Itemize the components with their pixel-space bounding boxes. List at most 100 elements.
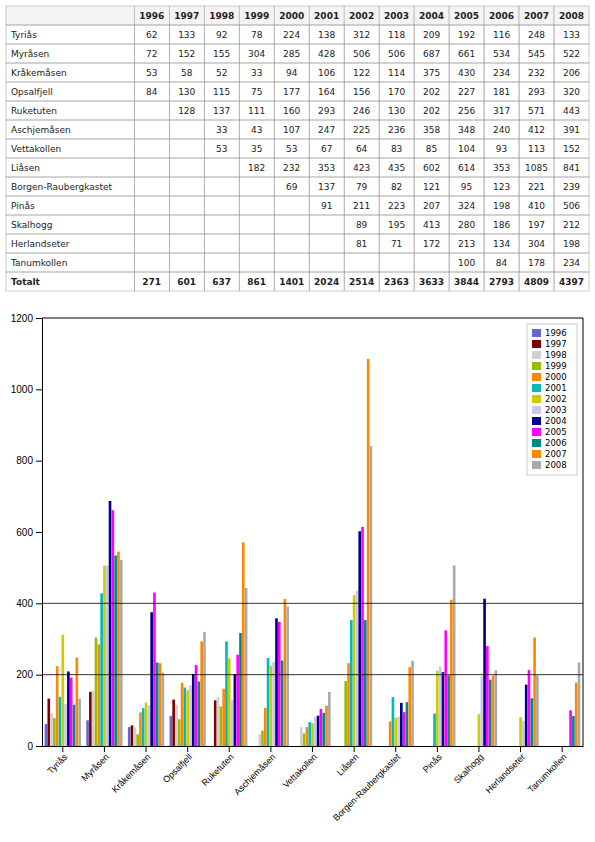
total-value: 2514	[349, 277, 374, 287]
x-tick-mark	[270, 746, 271, 752]
bar	[572, 716, 575, 746]
y-tick-mark	[36, 746, 42, 747]
cell-value: 53	[286, 144, 297, 154]
cell-value: 67	[321, 144, 332, 154]
bar-series	[73, 556, 575, 746]
bar	[430, 746, 433, 747]
x-tick-label: Tyriås	[45, 751, 69, 775]
table-cell	[169, 6, 204, 25]
table-cell	[6, 253, 134, 272]
total-value: 3844	[454, 277, 479, 287]
table-cell	[554, 253, 589, 272]
row-header: Opsalfjell	[11, 87, 53, 97]
bar	[153, 593, 156, 746]
table-cell	[309, 120, 344, 139]
table-cell	[134, 177, 169, 196]
column-header: 1997	[174, 11, 199, 21]
row-header: Borgen-Raubergkastet	[11, 182, 113, 192]
table-cell	[344, 234, 379, 253]
table-cell	[239, 177, 274, 196]
bar	[128, 727, 131, 746]
table-cell	[379, 139, 414, 158]
table-cell	[379, 101, 414, 120]
cell-value: 84	[496, 258, 508, 268]
row-header: Tanumkollen	[10, 258, 67, 268]
bar	[61, 635, 64, 746]
table-cell	[239, 158, 274, 177]
legend-label: 1997	[545, 339, 567, 349]
cell-value: 304	[248, 49, 265, 59]
legend-item: 2006	[532, 438, 567, 448]
bar	[428, 746, 431, 747]
table-cell	[379, 25, 414, 44]
table-cell	[134, 215, 169, 234]
y-tick-label: 1200	[11, 313, 34, 324]
cell-value: 232	[283, 163, 300, 173]
row-header: Tyriås	[10, 30, 37, 40]
cell-value: 81	[356, 239, 367, 249]
y-tick-mark	[36, 532, 42, 533]
bar	[533, 638, 536, 746]
x-tick: Skalhogg	[452, 746, 486, 785]
bar	[328, 692, 331, 746]
bar	[370, 446, 373, 746]
bar	[311, 723, 314, 746]
x-tick-mark	[229, 746, 230, 752]
table-cell	[134, 158, 169, 177]
x-tick-label: Liåsen	[335, 752, 361, 778]
cell-value: 211	[353, 201, 370, 211]
x-axis: TyriåsMyråsenKråkemåsenOpsalfjellRuketut…	[43, 746, 584, 823]
bar	[228, 658, 231, 746]
bar	[317, 716, 320, 746]
x-tick: Tyriås	[45, 746, 69, 776]
table-cell	[379, 120, 414, 139]
row-header: Vettakollen	[11, 144, 61, 154]
table-cell	[239, 6, 274, 25]
table-cell	[344, 253, 379, 272]
cell-value: 232	[528, 68, 545, 78]
legend-item: 2002	[532, 394, 567, 404]
cell-value: 52	[216, 68, 227, 78]
cell-value: 53	[216, 144, 227, 154]
table-cell	[484, 196, 519, 215]
cell-value: 280	[458, 220, 475, 230]
bar	[505, 746, 508, 747]
legend-swatch	[532, 439, 541, 447]
bar	[406, 702, 409, 746]
table-cell	[169, 25, 204, 44]
row-header: Skalhogg	[11, 220, 52, 230]
legend-label: 2008	[545, 460, 567, 470]
x-tick: Opsalfjell	[161, 746, 194, 785]
table-cell	[414, 25, 449, 44]
bar	[120, 560, 123, 746]
column-header: 1998	[209, 11, 234, 21]
x-tick: Ruketuten	[200, 746, 236, 788]
bar	[461, 746, 464, 747]
cell-value: 236	[388, 125, 405, 135]
table-cell	[134, 234, 169, 253]
table-cell	[414, 44, 449, 63]
bar	[544, 746, 547, 747]
bar	[530, 698, 533, 746]
bar	[320, 709, 323, 746]
bar	[433, 714, 436, 746]
bar	[117, 552, 120, 746]
total-value: 861	[247, 277, 266, 287]
bar	[566, 746, 569, 747]
table-cell	[204, 196, 239, 215]
bar	[347, 663, 350, 746]
legend-label: 2007	[545, 449, 567, 459]
table-cell	[519, 25, 554, 44]
x-tick-mark	[437, 746, 438, 752]
x-tick: Herlandseter	[484, 746, 528, 795]
cell-value: 75	[251, 87, 262, 97]
bar	[145, 702, 148, 746]
row-header: Kråkemåsen	[11, 68, 67, 78]
row-header: Aschjemåsen	[11, 125, 71, 135]
table-cell	[6, 177, 134, 196]
table-cell	[344, 215, 379, 234]
cell-value: 192	[458, 30, 475, 40]
table-cell	[134, 82, 169, 101]
bar	[253, 746, 256, 747]
bar	[178, 719, 181, 746]
